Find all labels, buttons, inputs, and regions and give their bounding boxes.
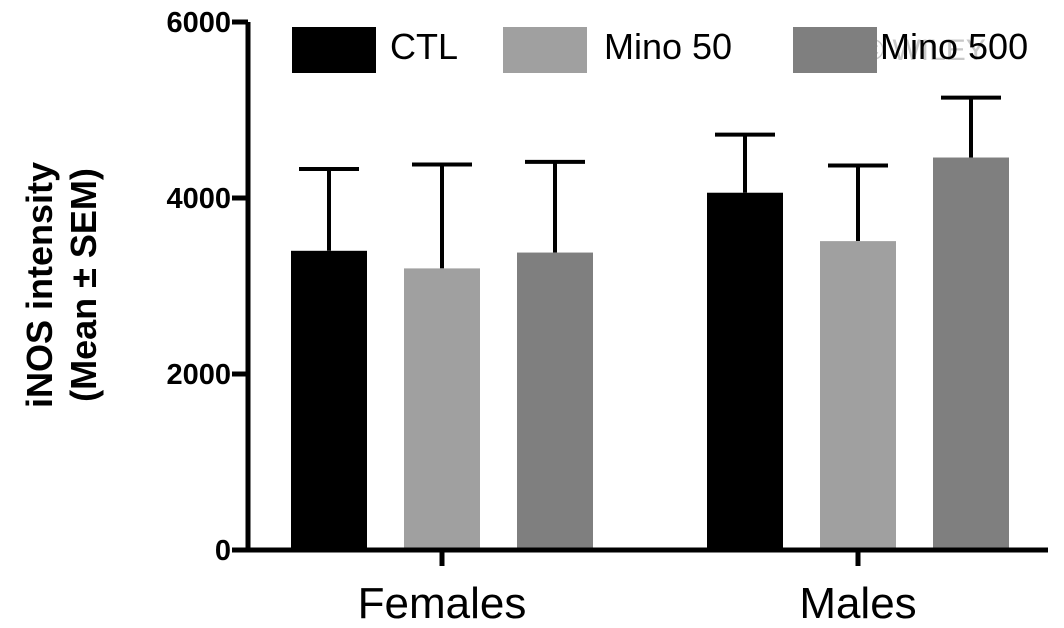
- legend-label: Mino 50: [604, 26, 732, 67]
- legend: CTL Mino 50 Mino 500: [390, 26, 1028, 67]
- y-axis-label-line-1: iNOS intensity: [19, 162, 60, 408]
- bar: [933, 157, 1009, 550]
- legend-swatch: [793, 27, 877, 73]
- x-category-label: Females: [358, 579, 527, 628]
- legend-label: Mino 500: [880, 26, 1028, 67]
- legend-label: CTL: [390, 26, 458, 67]
- legend-swatch: [292, 27, 376, 73]
- chart-marks: [232, 19, 1048, 566]
- y-axis-label: iNOS intensity (Mean ± SEM): [19, 162, 104, 408]
- y-tick-label: 4000: [166, 183, 231, 215]
- watermark: © WILEY: [862, 34, 986, 67]
- y-tick-labels: 0 2000 4000 6000: [166, 7, 231, 567]
- bar: [517, 252, 593, 550]
- y-tick-label: 0: [215, 535, 231, 567]
- y-axis-label-line-2: (Mean ± SEM): [63, 168, 104, 402]
- legend-swatch: [503, 27, 587, 73]
- bar: [820, 241, 896, 550]
- y-tick-label: 6000: [166, 7, 231, 39]
- y-tick-label: 2000: [166, 359, 231, 391]
- bar: [707, 192, 783, 550]
- x-category-label: Males: [799, 579, 916, 628]
- bar: [404, 268, 480, 550]
- bar: [291, 250, 367, 551]
- x-category-labels: Females Males: [358, 579, 917, 628]
